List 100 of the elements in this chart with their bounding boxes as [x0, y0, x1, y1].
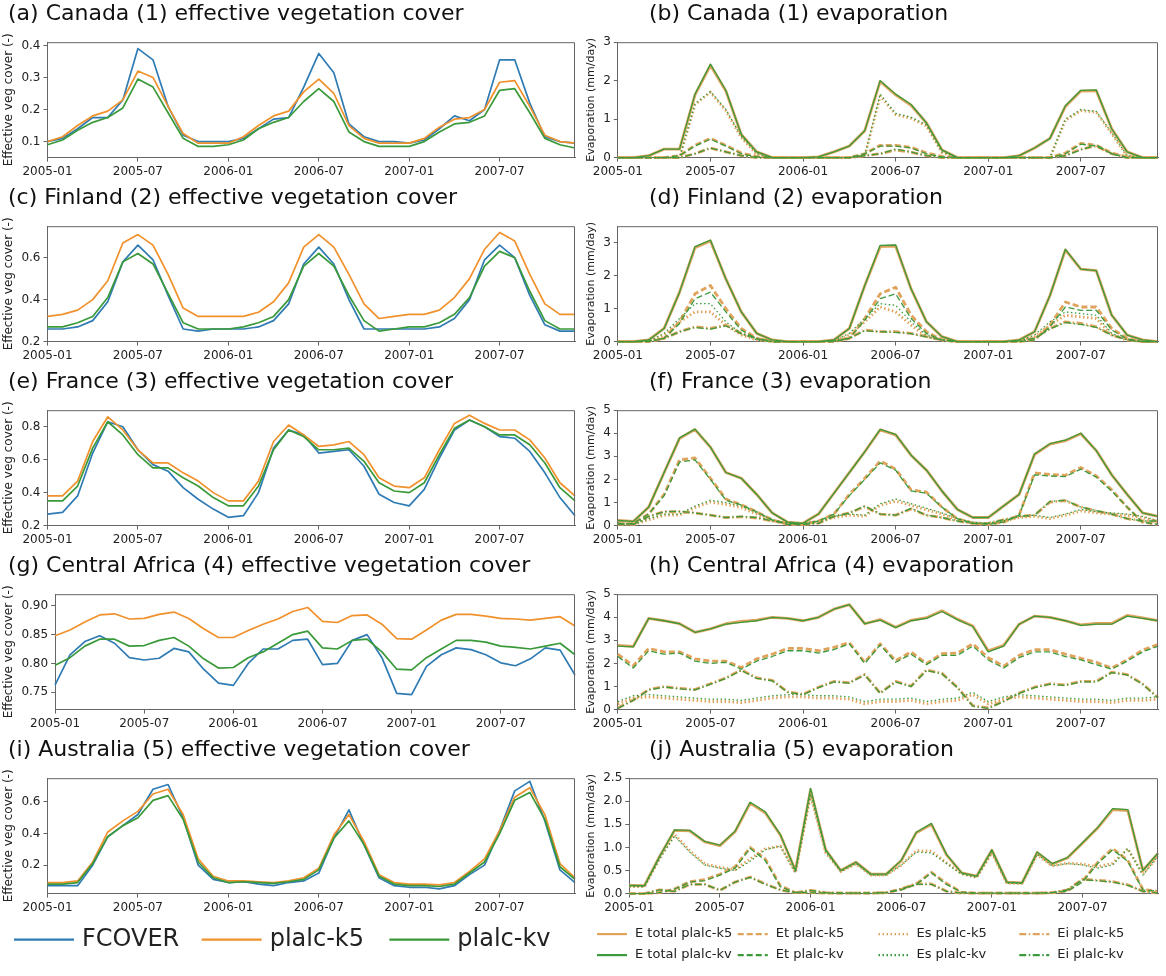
y-tick-label: 3 [603, 448, 611, 463]
x-tick-label: 2005-01 [604, 899, 655, 914]
y-tick-label: 1 [603, 111, 611, 126]
y-axis-title: Evaporation (mm/day) [584, 222, 598, 346]
legend-label: FCOVER [82, 923, 180, 952]
x-tick-label: 2007-07 [1055, 347, 1106, 362]
y-tick-label: 0.6 [21, 249, 41, 264]
x-tick-label: 2006-01 [777, 347, 829, 362]
x-tick-label: 2007-07 [1055, 715, 1106, 730]
y-tick-label: 0.5 [603, 862, 623, 877]
x-tick-label: 2005-01 [592, 715, 643, 730]
x-tick-label: 2006-07 [870, 715, 921, 730]
x-tick-label: 2007-01 [963, 715, 1014, 730]
y-tick-label: 2 [603, 655, 611, 670]
x-tick-label: 2005-01 [592, 347, 643, 362]
y-tick-label: 0 [603, 149, 611, 164]
legend-label: Ei plalc-k5 [1057, 925, 1125, 941]
y-tick-label: 0.4 [21, 37, 41, 52]
legend-label: E total plalc-kv [635, 946, 733, 962]
legend-label: Ei plalc-kv [1057, 946, 1125, 962]
x-tick-label: 2006-07 [293, 531, 344, 546]
y-tick-label: 2 [603, 267, 611, 282]
y-tick-label: 0.1 [21, 133, 41, 148]
x-tick-label: 2007-01 [384, 163, 435, 178]
x-tick-label: 2007-01 [384, 531, 435, 546]
chart-title: (g) Central Africa (4) effective vegetation cover [8, 552, 531, 579]
x-tick-label: 2007-01 [963, 163, 1014, 178]
x-tick-label: 2006-01 [777, 531, 829, 546]
y-tick-label: 0 [603, 333, 611, 348]
x-tick-label: 2007-07 [474, 163, 525, 178]
x-tick-label: 2006-01 [777, 163, 829, 178]
y-tick-label: 2.0 [603, 793, 623, 808]
x-tick-label: 2007-01 [384, 899, 435, 914]
y-axis-title: Effective veg cover (-) [1, 769, 16, 903]
y-tick-label: 0.4 [21, 291, 41, 306]
x-tick-label: 2006-07 [293, 347, 344, 362]
legend-label: Es plalc-kv [916, 946, 987, 962]
chart-title: (h) Central Africa (4) evaporation [649, 552, 1015, 579]
x-tick-label: 2006-01 [203, 163, 254, 178]
y-tick-label: 0.2 [21, 101, 41, 116]
x-tick-label: 2007-01 [384, 347, 435, 362]
x-tick-label: 2007-01 [963, 347, 1014, 362]
y-axis-title: Evaporation (mm/day) [584, 774, 598, 898]
x-tick-label: 2006-07 [870, 163, 921, 178]
y-axis-title: Evaporation (mm/day) [584, 38, 598, 162]
y-tick-label: 1 [603, 300, 611, 315]
x-tick-label: 2005-07 [694, 899, 745, 914]
x-tick-label: 2005-07 [119, 715, 170, 730]
chart-title: (a) Canada (1) effective vegetation cover [8, 0, 464, 27]
x-tick-label: 2005-07 [685, 347, 736, 362]
y-axis-title: Effective veg cover (-) [1, 217, 16, 351]
legend-label: Et plalc-k5 [775, 925, 845, 941]
y-tick-label: 4 [603, 609, 611, 624]
y-tick-label: 0.2 [21, 517, 41, 532]
y-tick-label: 0.85 [21, 626, 49, 641]
x-tick-label: 2007-07 [475, 715, 526, 730]
x-tick-label: 2006-01 [777, 715, 829, 730]
x-tick-label: 2005-01 [22, 163, 73, 178]
y-axis-title: Effective veg cover (-) [1, 401, 16, 535]
x-tick-label: 2005-07 [685, 715, 736, 730]
x-tick-label: 2006-07 [293, 163, 344, 178]
y-tick-label: 3 [603, 34, 611, 49]
legend-label: plalc-kv [457, 923, 551, 952]
y-tick-label: 0.4 [21, 825, 41, 840]
x-tick-label: 2007-07 [474, 347, 525, 362]
x-tick-label: 2007-01 [963, 531, 1014, 546]
y-tick-label: 0.75 [21, 684, 49, 699]
y-tick-label: 0.6 [21, 794, 41, 809]
chart-title: (c) Finland (2) effective vegetation cover [8, 184, 458, 211]
y-tick-label: 1 [603, 494, 611, 509]
y-tick-label: 0.0 [603, 885, 623, 900]
y-tick-label: 0.2 [21, 857, 41, 872]
y-tick-label: 5 [603, 402, 611, 417]
x-tick-label: 2007-01 [386, 715, 437, 730]
y-tick-label: 0.6 [21, 451, 41, 466]
x-tick-label: 2006-01 [203, 531, 254, 546]
y-tick-label: 2.5 [603, 770, 623, 785]
x-tick-label: 2005-01 [592, 163, 643, 178]
x-tick-label: 2007-07 [1055, 531, 1106, 546]
x-tick-label: 2005-07 [685, 163, 736, 178]
x-tick-label: 2006-01 [208, 715, 259, 730]
y-tick-label: 2 [603, 72, 611, 87]
x-tick-label: 2005-07 [685, 531, 736, 546]
chart-title: (d) Finland (2) evaporation [649, 184, 944, 211]
y-tick-label: 0.80 [21, 655, 49, 670]
y-axis-title: Effective veg cover (-) [1, 585, 16, 719]
legend-label: E total plalc-k5 [635, 925, 733, 941]
x-tick-label: 2005-07 [112, 531, 163, 546]
x-tick-label: 2006-01 [203, 347, 254, 362]
chart-title: (b) Canada (1) evaporation [649, 0, 949, 27]
x-tick-label: 2007-01 [966, 899, 1017, 914]
x-tick-label: 2007-07 [1057, 899, 1108, 914]
x-tick-label: 2007-07 [474, 531, 525, 546]
y-axis-title: Evaporation (mm/day) [584, 406, 598, 530]
y-tick-label: 3 [603, 632, 611, 647]
y-tick-label: 1 [603, 678, 611, 693]
x-tick-label: 2005-01 [22, 347, 73, 362]
y-tick-label: 5 [603, 586, 611, 601]
legend-label: Es plalc-k5 [916, 925, 987, 941]
y-tick-label: 0.90 [21, 597, 49, 612]
